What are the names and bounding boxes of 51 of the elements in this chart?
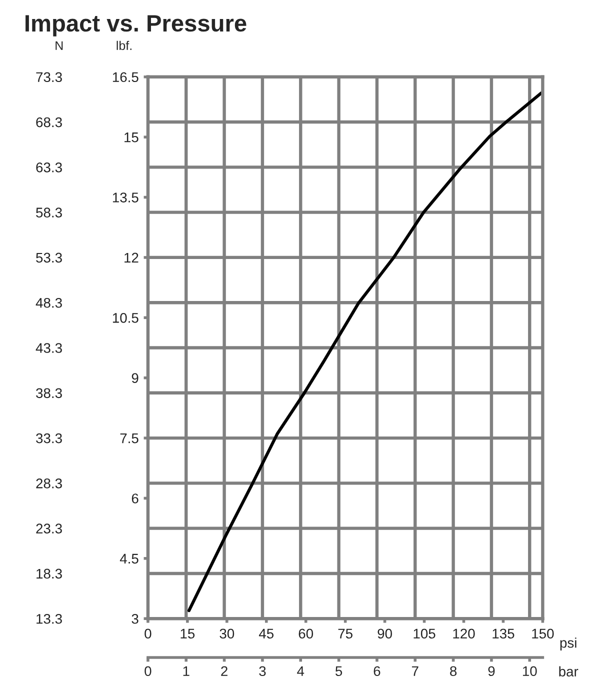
y-tick-label: 13.5 — [112, 192, 138, 202]
y2-tick-label: 18.3 — [36, 568, 62, 579]
x2-axis-title: bar — [559, 666, 578, 676]
y-tick-label: 10.5 — [112, 312, 138, 323]
x2-tick-label: 8 — [450, 666, 457, 676]
x2-tick-label: 2 — [221, 666, 228, 676]
x-axis-title: psi — [560, 638, 576, 651]
x2-tick-label: 7 — [412, 666, 418, 676]
line-series — [187, 91, 543, 612]
y-tick-label: 12 — [124, 252, 138, 262]
y2-tick-label: 68.3 — [36, 117, 62, 128]
x2-tick-label: 10 — [522, 666, 537, 676]
y-tick-label: 3 — [132, 614, 138, 624]
x-tick-label: 135 — [492, 628, 514, 639]
y2-tick-label: 63.3 — [36, 162, 62, 172]
y-tick-label: 4.5 — [120, 554, 138, 564]
x-tick-label: 0 — [144, 628, 152, 639]
y2-axis-title: N — [56, 41, 63, 50]
y2-tick-label: 73.3 — [36, 72, 62, 82]
y-axis-title: lbf. — [116, 40, 132, 50]
y2-tick-label: 53.3 — [36, 252, 62, 263]
y2-tick-label: 48.3 — [36, 298, 62, 308]
x2-tick-label: 0 — [144, 666, 152, 676]
y2-tick-label: 28.3 — [36, 478, 62, 488]
x2-tick-label: 6 — [374, 666, 380, 676]
y-tick-label: 7.5 — [120, 434, 138, 444]
x2-tick-label: 3 — [259, 666, 266, 676]
y2-tick-label: 43.3 — [36, 343, 62, 353]
x2-tick-label: 9 — [488, 666, 495, 676]
x-tick-label: 15 — [180, 628, 195, 639]
x-tick-label: 60 — [298, 628, 314, 639]
x2-tick-label: 4 — [297, 666, 304, 676]
y2-tick-label: 13.3 — [36, 614, 62, 624]
x-tick-label: 150 — [532, 628, 554, 639]
y2-tick-label: 58.3 — [36, 208, 62, 218]
y-tick-label: 16.5 — [112, 72, 138, 82]
x-tick-label: 30 — [220, 628, 234, 639]
y2-tick-label: 38.3 — [36, 388, 62, 398]
x-tick-label: 105 — [414, 628, 436, 639]
y-tick-label: 9 — [132, 373, 138, 384]
chart-title: Impact vs. Pressure — [26, 15, 246, 36]
y-tick-label: 6 — [132, 494, 138, 504]
y2-tick-label: 23.3 — [36, 524, 62, 534]
x-tick-label: 120 — [453, 628, 475, 639]
x2-tick-label: 1 — [183, 666, 190, 676]
x-tick-label: 75 — [338, 628, 352, 639]
x-tick-label: 45 — [258, 628, 274, 639]
y-tick-label: 15 — [124, 132, 138, 142]
x2-tick-label: 5 — [335, 666, 342, 676]
x-tick-label: 90 — [378, 628, 392, 639]
y2-tick-label: 33.3 — [36, 433, 62, 444]
